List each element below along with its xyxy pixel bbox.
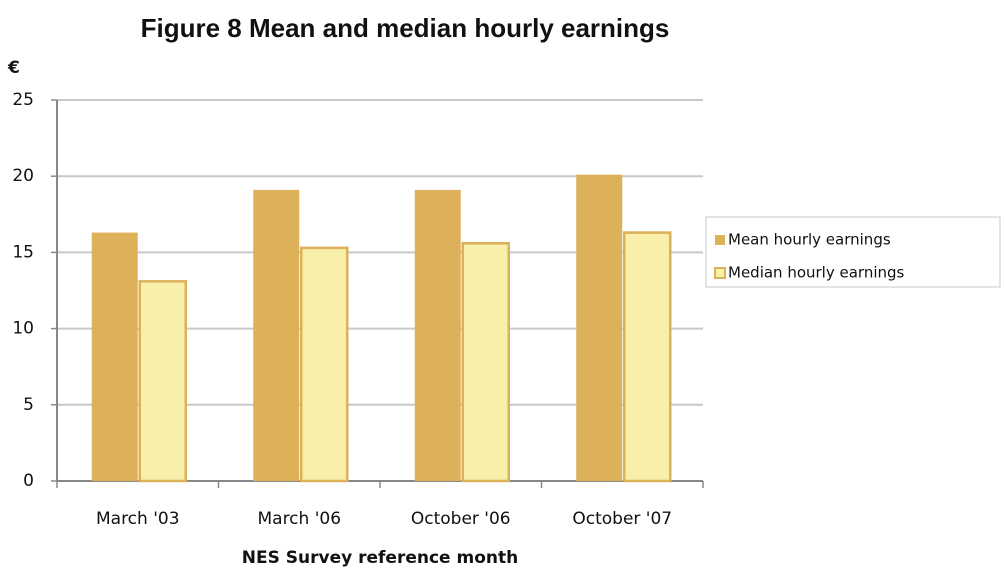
y-axis-label: € [7, 58, 20, 78]
x-tick-label: March '06 [257, 509, 341, 529]
chart-title: Figure 8 Mean and median hourly earnings [141, 13, 670, 43]
bar [91, 232, 138, 481]
y-tick-label: 25 [12, 90, 34, 110]
bar [138, 280, 187, 483]
bar [576, 174, 623, 481]
legend-box [705, 216, 1001, 288]
bar [300, 246, 349, 483]
y-tick-label: 15 [12, 242, 34, 262]
bar [414, 189, 461, 481]
x-tick-label: March '03 [96, 509, 180, 529]
x-tick-label: October '07 [572, 509, 672, 529]
x-tick-label: October '06 [411, 509, 511, 529]
legend-label: Median hourly earnings [728, 264, 905, 282]
x-axis-label: NES Survey reference month [242, 548, 518, 568]
bar [461, 242, 510, 483]
legend-marker [715, 235, 725, 245]
bar [253, 189, 300, 481]
bar [623, 231, 672, 483]
y-tick-label: 5 [23, 395, 34, 415]
legend-marker [714, 267, 726, 279]
y-tick-label: 20 [12, 166, 34, 186]
legend-label: Mean hourly earnings [728, 231, 891, 249]
y-tick-label: 10 [12, 319, 34, 339]
y-tick-label: 0 [23, 471, 34, 491]
